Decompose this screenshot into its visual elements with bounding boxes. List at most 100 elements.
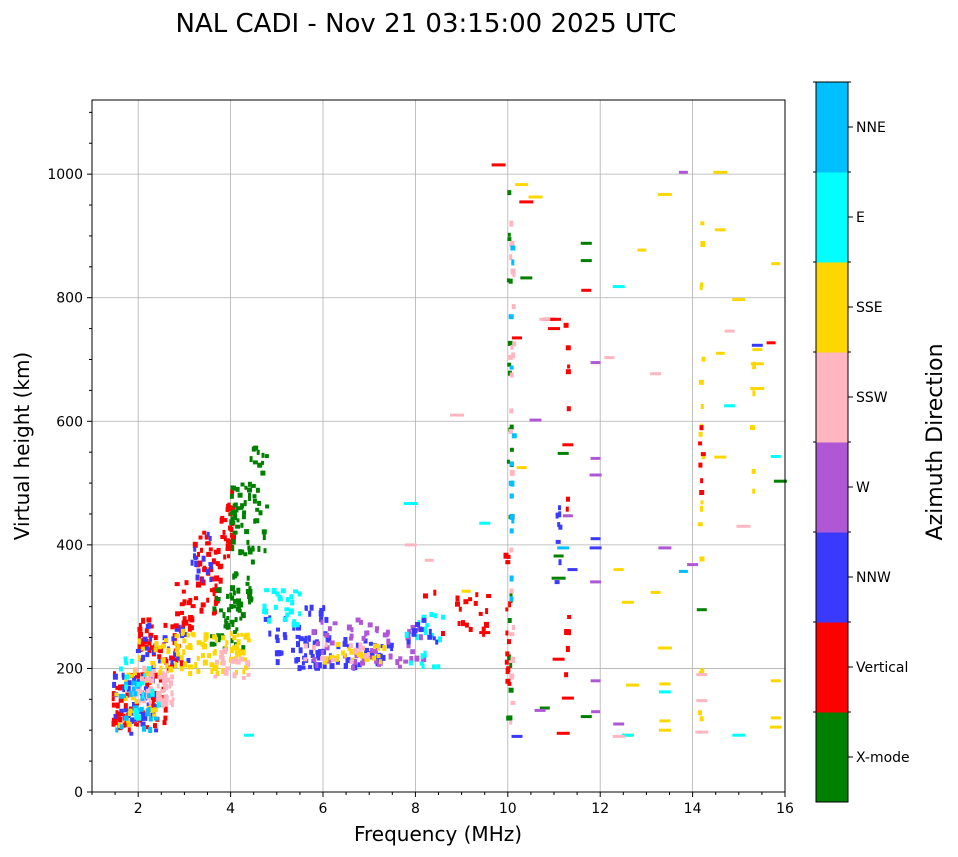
data-point [311, 644, 316, 650]
data-point [289, 594, 294, 600]
data-point [200, 602, 206, 608]
data-point [325, 636, 330, 643]
data-point [248, 549, 252, 555]
data-point [159, 670, 165, 677]
data-point [350, 627, 354, 633]
data-point [202, 659, 208, 666]
data-point [157, 645, 162, 650]
data-point [555, 512, 559, 519]
data-point [657, 646, 672, 650]
colorbar-label: X-mode [856, 750, 910, 766]
data-point [509, 365, 514, 370]
data-point [262, 603, 267, 610]
data-point [242, 510, 247, 515]
data-point [144, 725, 150, 730]
data-point [182, 616, 187, 622]
colorbar-label: SSW [856, 390, 888, 406]
data-point [507, 237, 512, 242]
data-point [176, 624, 181, 630]
data-point [225, 666, 231, 671]
data-point [215, 659, 219, 665]
data-point [139, 706, 144, 712]
data-point [122, 675, 127, 680]
data-point [282, 632, 287, 638]
data-point [324, 642, 328, 648]
data-point [558, 524, 563, 530]
data-point [164, 638, 168, 643]
data-point [239, 601, 244, 608]
data-point [134, 705, 139, 711]
data-point [170, 690, 174, 697]
data-point [142, 725, 146, 732]
data-point [179, 661, 183, 668]
data-point [249, 547, 255, 552]
data-point [658, 546, 672, 550]
data-point [732, 298, 746, 302]
data-point [324, 616, 329, 623]
data-point [509, 493, 514, 499]
data-point [508, 687, 514, 693]
data-point [539, 706, 550, 710]
data-point [230, 638, 234, 644]
data-point [335, 660, 340, 665]
data-point [508, 314, 514, 320]
data-point [233, 512, 237, 519]
data-point [317, 662, 322, 669]
data-point [242, 669, 246, 675]
data-point [232, 672, 237, 679]
data-point [126, 721, 132, 727]
data-point [258, 510, 263, 516]
data-point [509, 547, 514, 553]
data-point [117, 711, 121, 717]
data-point [506, 554, 511, 559]
data-point [715, 351, 725, 355]
data-point [214, 664, 219, 671]
data-point [237, 492, 243, 498]
data-point [162, 643, 166, 649]
data-point [150, 688, 155, 695]
data-point [421, 664, 425, 669]
data-point [564, 672, 569, 678]
data-point [750, 362, 764, 366]
data-point [140, 676, 145, 682]
data-point [423, 626, 428, 632]
data-point [478, 611, 483, 616]
data-point [162, 720, 167, 726]
data-point [319, 616, 324, 623]
data-point [317, 649, 323, 655]
data-point [364, 657, 370, 662]
data-point [589, 546, 602, 550]
data-point [714, 228, 726, 232]
data-point [512, 341, 517, 347]
data-point [503, 552, 509, 559]
data-point [163, 622, 168, 628]
data-point [198, 535, 203, 540]
data-point [119, 724, 124, 730]
data-point [398, 656, 403, 662]
data-point [236, 600, 241, 606]
data-point [420, 653, 424, 660]
data-point [202, 530, 207, 535]
data-point [510, 700, 516, 705]
x-tick-label: 16 [776, 801, 794, 817]
data-point [294, 622, 300, 628]
data-point [212, 634, 218, 640]
data-point [196, 568, 201, 574]
data-point [219, 608, 223, 613]
data-point [245, 660, 251, 667]
data-point [209, 641, 215, 647]
data-point [520, 276, 533, 280]
data-point [404, 543, 417, 547]
data-point [142, 665, 147, 672]
colorbar-segment [816, 532, 848, 623]
data-point [243, 633, 248, 640]
data-point [309, 604, 314, 611]
data-point [183, 661, 188, 668]
data-point [240, 612, 246, 619]
data-point [275, 591, 280, 597]
data-point [145, 668, 150, 674]
data-point [455, 595, 460, 602]
data-point [316, 641, 320, 647]
data-point [562, 514, 573, 518]
data-point [696, 608, 707, 612]
